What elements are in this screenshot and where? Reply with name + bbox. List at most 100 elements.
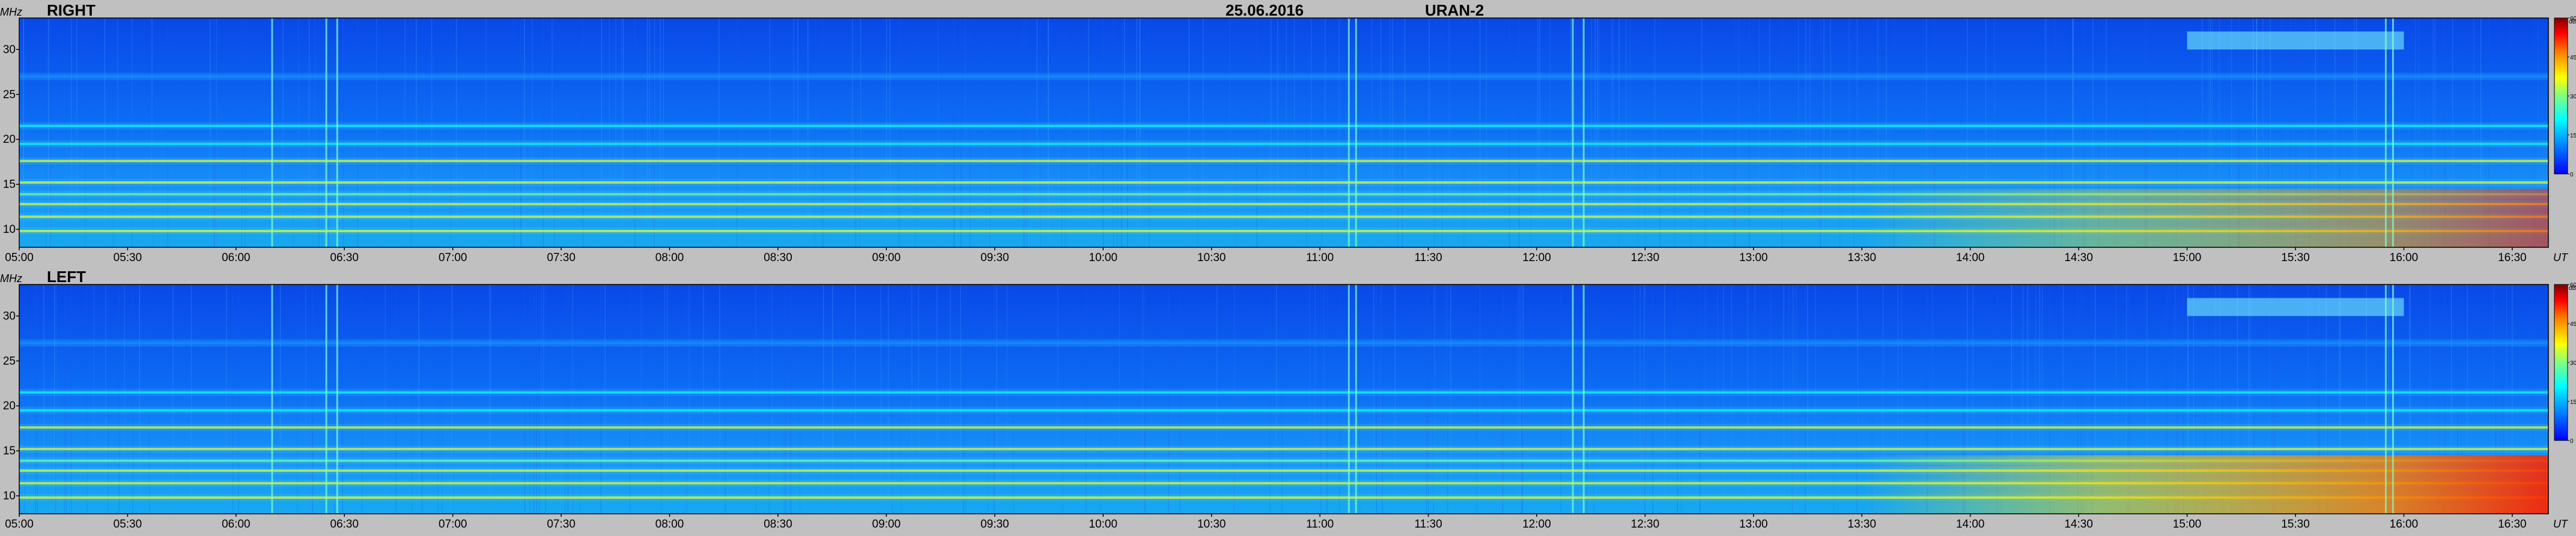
burst-patch: [2187, 298, 2404, 316]
x-tick-label: 07:30: [547, 518, 576, 531]
noise-streak: [649, 18, 650, 247]
plot-frame: [19, 284, 2549, 514]
noise-streak: [524, 285, 526, 514]
noise-streak: [282, 18, 284, 247]
noise-streak: [2201, 18, 2202, 247]
noise-streak: [1088, 18, 1089, 247]
band-13.9-mhz: [19, 193, 2548, 196]
noise-streak: [1306, 18, 1307, 247]
band-21.5-mhz: [19, 124, 2548, 127]
x-tick-label: 09:30: [980, 518, 1009, 531]
interference-line: [1347, 18, 1350, 247]
noise-streak: [1690, 18, 1692, 247]
colorbar-tick-label: 15: [2570, 399, 2576, 406]
noise-streak: [64, 285, 65, 514]
noise-streak: [1591, 18, 1592, 247]
noise-streak: [1723, 285, 1724, 514]
noise-streak: [2438, 285, 2439, 514]
noise-streak: [2077, 285, 2079, 514]
noise-streak: [953, 18, 955, 247]
noise-streak: [1024, 18, 1025, 247]
noise-streak: [312, 285, 313, 514]
x-tick-label: 13:30: [1848, 251, 1877, 264]
x-tick-label: 08:30: [764, 518, 792, 531]
noise-streak: [342, 285, 344, 514]
noise-streak: [328, 18, 329, 247]
noise-streak: [2410, 285, 2411, 514]
x-tick-label: 12:00: [1522, 251, 1551, 264]
x-tick-label: 10:00: [1089, 251, 1118, 264]
band-11.4-mhz: [19, 215, 2548, 218]
noise-streak: [2409, 285, 2410, 514]
noise-streak: [172, 285, 174, 514]
noise-streak: [1798, 18, 1799, 247]
afternoon-enhancement: [1862, 455, 2548, 514]
interference-line: [336, 18, 338, 247]
noise-streak: [2062, 285, 2064, 514]
band-19.5-mhz: [19, 142, 2548, 145]
interference-line: [271, 285, 273, 514]
noise-streak: [2175, 285, 2177, 514]
x-tick-label: 08:00: [655, 251, 684, 264]
y-tick-label: 10: [3, 490, 16, 502]
noise-streak: [2388, 285, 2389, 514]
noise-streak: [2334, 18, 2336, 247]
noise-streak: [2268, 18, 2269, 247]
noise-streak: [1448, 18, 1450, 247]
noise-streak: [2106, 18, 2107, 247]
noise-streak: [1486, 18, 1487, 247]
noise-streak: [1397, 18, 1398, 247]
noise-streak: [2488, 18, 2489, 247]
noise-streak: [139, 285, 140, 514]
noise-streak: [2250, 285, 2252, 514]
noise-streak: [1611, 18, 1612, 247]
noise-streak: [2238, 18, 2240, 247]
band-halo: [19, 445, 2548, 453]
x-tick-label: 07:00: [439, 251, 467, 264]
noise-streak: [280, 285, 281, 514]
noise-streak: [899, 18, 901, 247]
noise-streak: [1314, 285, 1316, 514]
noise-streak: [2080, 285, 2082, 514]
band-halo: [19, 140, 2548, 148]
noise-streak: [2339, 18, 2340, 247]
noise-streak: [524, 18, 525, 247]
noise-streak: [2253, 285, 2255, 514]
noise-streak: [703, 285, 704, 514]
noise-streak: [688, 285, 690, 514]
noise-streak: [87, 285, 88, 514]
noise-streak: [124, 285, 125, 514]
noise-streak: [2485, 18, 2486, 247]
noise-streak: [35, 285, 36, 514]
noise-streak: [384, 285, 386, 514]
x-tick-label: 05:00: [5, 251, 34, 264]
noise-streak: [1932, 285, 1933, 514]
noise-streak: [1127, 18, 1128, 247]
noise-streak: [76, 18, 77, 247]
noise-streak: [1594, 18, 1596, 247]
band-21.5-mhz: [19, 391, 2548, 394]
afternoon-enhancement: [1862, 188, 2548, 247]
noise-streak: [1593, 285, 1594, 514]
noise-streak: [2219, 18, 2220, 247]
band-halo: [19, 424, 2548, 432]
x-tick-label: 07:30: [547, 251, 576, 264]
noise-streak: [1476, 285, 1477, 514]
noise-streak: [1815, 285, 1816, 514]
noise-streak: [2493, 285, 2494, 514]
observation-date: 25.06.2016: [1226, 1, 1304, 19]
noise-streak: [790, 285, 791, 514]
noise-streak: [2115, 18, 2116, 247]
noise-streak: [640, 285, 642, 514]
x-tick-label: 09:30: [980, 251, 1009, 264]
noise-streak: [1100, 285, 1101, 514]
x-tick-label: 12:00: [1522, 518, 1551, 531]
noise-streak: [1286, 18, 1287, 247]
y-tick-label: 30: [3, 43, 16, 56]
noise-streak: [2270, 18, 2271, 247]
noise-streak: [1234, 285, 1235, 514]
noise-streak: [23, 18, 24, 247]
noise-streak: [1450, 285, 1451, 514]
noise-streak: [1197, 18, 1198, 247]
